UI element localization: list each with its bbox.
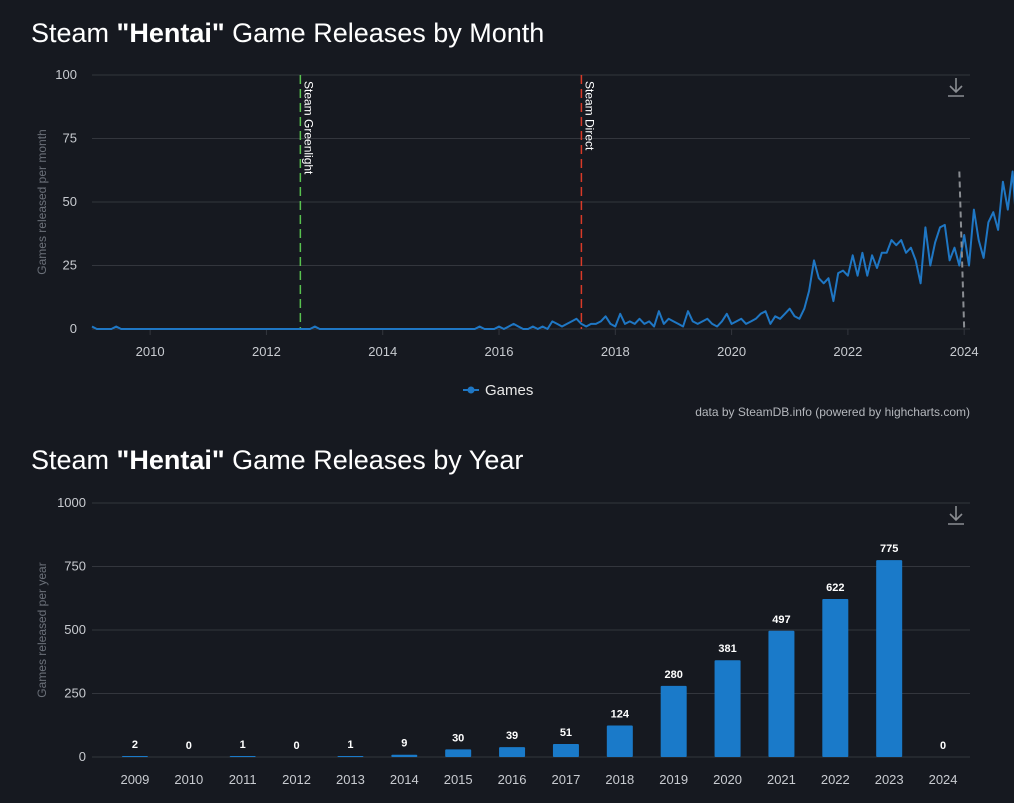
y-tick-label: 750 [64,559,86,574]
bar-2011[interactable] [229,756,256,757]
x-tick-label: 2022 [821,772,850,787]
x-tick-label: 2013 [336,772,365,787]
x-tick-label: 2012 [282,772,311,787]
x-tick-label: 2012 [252,344,281,359]
monthly-series [91,113,1014,330]
monthly-grid [92,74,970,330]
bar-2022[interactable] [822,599,849,757]
plot-line-label: Steam Greenlight [301,81,315,175]
bar-2017[interactable] [552,744,579,757]
data-label-2011: 1 [240,739,246,751]
data-label-2014: 9 [401,738,407,750]
y-tick-label: 500 [64,622,86,637]
x-tick-label: 2020 [713,772,742,787]
x-tick-label: 2016 [498,772,527,787]
monthly-chart-title: Steam "Hentai" Game Releases by Month [31,18,545,48]
x-tick-label: 2017 [551,772,580,787]
x-tick-label: 2011 [229,772,257,787]
data-label-2022: 622 [826,582,844,594]
data-label-2012: 0 [294,740,300,752]
x-tick-label: 2024 [950,344,979,359]
bar-2014[interactable] [391,754,418,757]
monthly-y-axis: 0 25 50 75 100 [55,67,77,336]
bar-2013[interactable] [337,756,364,757]
plot-line-1: Steam Direct [580,75,596,329]
data-label-2020: 381 [718,643,736,655]
bar-2015[interactable] [445,749,472,757]
bar-2021[interactable] [768,630,795,757]
data-label-2019: 280 [665,669,683,681]
legend-circle-marker [467,386,475,394]
monthly-plot-lines: Steam Greenlight Steam Direct [299,75,596,329]
y-tick-label: 0 [70,321,77,336]
series-line-games[interactable] [91,113,1014,330]
download-icon[interactable] [945,503,967,525]
chart-credits[interactable]: data by SteamDB.info (powered by highcha… [695,405,970,419]
plot-line-label: Steam Direct [582,81,596,151]
x-tick-label: 2010 [174,772,203,787]
data-label-2010: 0 [186,740,192,752]
x-tick-label: 2020 [717,344,746,359]
bar-2019[interactable] [660,685,687,757]
data-label-2015: 30 [452,732,464,744]
data-label-2013: 1 [347,739,353,751]
bar-2023[interactable] [876,560,903,757]
yearly-y-axis: 0 250 500 750 1000 [57,495,86,764]
x-tick-label: 2010 [136,344,165,359]
data-label-2024: 0 [940,740,946,752]
y-tick-label: 250 [64,686,86,701]
x-tick-label: 2024 [929,772,958,787]
x-tick-label: 2014 [390,772,419,787]
x-tick-label: 2018 [601,344,630,359]
x-tick-label: 2015 [444,772,473,787]
legend-label: Games [485,382,533,399]
data-label-2023: 775 [880,543,898,555]
yearly-y-axis-title: Games released per year [35,562,49,697]
series-line-partial [958,171,966,330]
y-tick-label: 25 [63,258,77,273]
data-label-2021: 497 [772,614,790,626]
yearly-x-axis: 2009 2010 2011 2012 2013 2014 2015 2016 2017 2018… [120,772,957,787]
x-tick-label: 2009 [120,772,149,787]
y-tick-label: 0 [79,749,86,764]
bar-2018[interactable] [606,725,633,757]
x-tick-label: 2018 [605,772,634,787]
plot-line-0: Steam Greenlight [299,75,315,329]
y-tick-label: 100 [55,67,77,82]
data-label-2009: 2 [132,739,138,751]
x-tick-label: 2023 [875,772,904,787]
download-icon[interactable] [945,75,967,97]
legend-item-games[interactable]: Games [463,382,533,399]
x-tick-label: 2016 [485,344,514,359]
monthly-y-axis-title: Games released per month [35,129,49,274]
y-tick-label: 50 [63,194,77,209]
data-label-2017: 51 [560,727,572,739]
y-tick-label: 1000 [57,495,86,510]
x-tick-label: 2019 [659,772,688,787]
monthly-x-axis: 2010 2012 2014 2016 2018 2020 2022 2024 [136,329,979,359]
yearly-bars: 2 0 1 0 1 9 30 39 51 124 280 381 497 622 775 0 [121,543,946,757]
data-label-2018: 124 [611,709,630,721]
x-tick-label: 2021 [767,772,796,787]
bar-2020[interactable] [714,660,741,757]
x-tick-label: 2022 [833,344,862,359]
yearly-chart-title: Steam "Hentai" Game Releases by Year [31,445,524,475]
data-label-2016: 39 [506,730,518,742]
bar-2009[interactable] [121,756,148,757]
y-tick-label: 75 [63,131,77,146]
x-tick-label: 2014 [368,344,397,359]
bar-2016[interactable] [499,747,526,757]
